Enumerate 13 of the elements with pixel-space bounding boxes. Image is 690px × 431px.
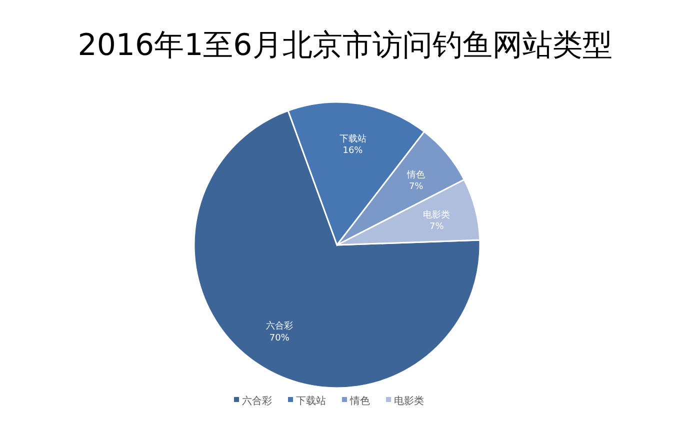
slice-label: 六合彩 [266,320,293,332]
legend-label: 电影类 [394,395,424,407]
data-label: 16% [342,146,364,156]
data-label: 7% [429,222,444,232]
chart-title: 2016年1至6月北京市访问钓鱼网站类型 [78,28,612,63]
slice-label: 电影类 [423,209,450,220]
data-label: 7% [408,182,424,192]
slice-label: 下载站 [339,133,366,144]
slice-label: 情色 [406,169,426,180]
legend-label: 下载站 [296,395,326,407]
legend-label: 六合彩 [242,395,272,407]
legend-label: 情色 [349,395,370,407]
data-label: 70% [269,333,290,344]
